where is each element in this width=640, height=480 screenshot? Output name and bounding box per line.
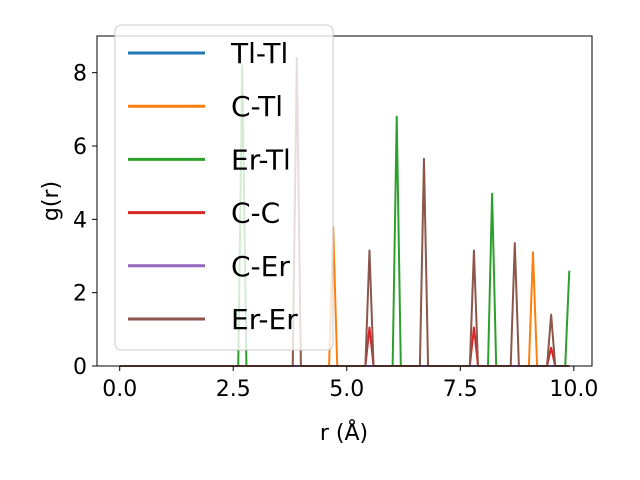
legend-box [114, 24, 334, 351]
x-tick-label: 2.5 [216, 377, 251, 402]
legend-label-c-c: C-C [231, 197, 280, 230]
x-tick-label: 10.0 [549, 377, 598, 402]
series-line-c-c [119, 326, 570, 367]
y-axis: 0 2 4 6 8 [73, 62, 97, 380]
y-axis-label: g(r) [39, 181, 64, 221]
legend-label-er-tl: Er-Tl [231, 143, 291, 176]
x-tick-label: 5.0 [329, 377, 364, 402]
x-tick-label: 0.0 [102, 377, 137, 402]
legend-label-c-er: C-Er [231, 250, 290, 283]
x-axis-label: r (Å) [320, 419, 368, 446]
legend: Tl-Tl C-Tl Er-Tl C-C C-Er Er-Er [114, 24, 334, 351]
y-tick-label: 2 [73, 282, 87, 307]
y-tick-label: 0 [73, 355, 87, 380]
y-tick-label: 8 [73, 62, 87, 87]
legend-label-er-er: Er-Er [231, 303, 298, 336]
legend-label-c-tl: C-Tl [231, 90, 283, 123]
y-tick-label: 4 [73, 208, 87, 233]
y-tick-label: 6 [73, 135, 87, 160]
legend-label-tl-tl: Tl-Tl [230, 37, 288, 70]
plot-frame [96, 35, 593, 367]
x-axis: 0.0 2.5 5.0 7.5 10.0 [102, 366, 598, 402]
x-tick-label: 7.5 [443, 377, 478, 402]
